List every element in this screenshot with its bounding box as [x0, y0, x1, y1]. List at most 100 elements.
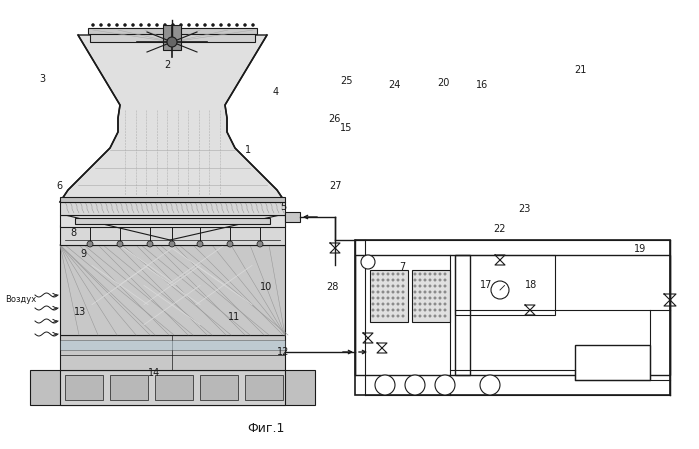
Text: 20: 20: [438, 78, 450, 88]
Circle shape: [243, 23, 247, 26]
Circle shape: [382, 315, 384, 317]
Circle shape: [414, 315, 416, 317]
Circle shape: [414, 285, 416, 287]
Circle shape: [424, 303, 426, 305]
Circle shape: [99, 23, 103, 26]
Bar: [60, 370, 285, 405]
Circle shape: [375, 375, 395, 395]
Circle shape: [434, 309, 436, 311]
Circle shape: [434, 297, 436, 299]
Circle shape: [147, 241, 153, 247]
Circle shape: [392, 273, 394, 275]
Circle shape: [439, 279, 441, 281]
Circle shape: [397, 309, 399, 311]
Text: 5: 5: [280, 202, 286, 211]
Bar: [60, 225, 285, 245]
Circle shape: [397, 279, 399, 281]
Circle shape: [377, 297, 379, 299]
Text: 21: 21: [574, 65, 586, 75]
Text: 14: 14: [147, 368, 160, 378]
Circle shape: [227, 23, 231, 26]
Circle shape: [435, 375, 455, 395]
Circle shape: [164, 23, 166, 26]
Text: 17: 17: [480, 280, 492, 290]
Bar: [285, 212, 300, 222]
Circle shape: [424, 273, 426, 275]
Text: 12: 12: [277, 348, 289, 357]
Circle shape: [397, 273, 399, 275]
Circle shape: [424, 291, 426, 293]
Circle shape: [419, 309, 421, 311]
Circle shape: [439, 315, 441, 317]
Circle shape: [434, 273, 436, 275]
Circle shape: [392, 297, 394, 299]
Circle shape: [397, 315, 399, 317]
Bar: [88, 28, 257, 34]
Text: 10: 10: [259, 282, 272, 292]
Circle shape: [124, 23, 127, 26]
Bar: [110, 375, 148, 400]
Circle shape: [372, 273, 374, 275]
Circle shape: [419, 297, 421, 299]
Bar: [30, 370, 315, 405]
Text: Фиг.1: Фиг.1: [247, 423, 284, 435]
Circle shape: [419, 291, 421, 293]
Circle shape: [387, 303, 389, 305]
Circle shape: [424, 309, 426, 311]
Circle shape: [392, 303, 394, 305]
Bar: [155, 375, 193, 400]
Bar: [355, 255, 470, 375]
Circle shape: [428, 279, 431, 281]
Bar: [60, 340, 285, 350]
Circle shape: [197, 241, 203, 247]
Circle shape: [203, 23, 206, 26]
Text: 19: 19: [633, 244, 646, 254]
Circle shape: [402, 279, 404, 281]
Circle shape: [444, 285, 446, 287]
Text: 3: 3: [39, 74, 45, 84]
Circle shape: [419, 279, 421, 281]
Circle shape: [392, 315, 394, 317]
Circle shape: [419, 285, 421, 287]
Circle shape: [377, 273, 379, 275]
Bar: [412, 270, 450, 322]
Text: 1: 1: [245, 145, 251, 155]
Circle shape: [108, 23, 110, 26]
Circle shape: [434, 315, 436, 317]
Circle shape: [196, 23, 199, 26]
Circle shape: [387, 273, 389, 275]
Bar: [60, 245, 285, 335]
Circle shape: [387, 291, 389, 293]
Circle shape: [372, 303, 374, 305]
Circle shape: [424, 315, 426, 317]
Polygon shape: [60, 35, 285, 202]
Circle shape: [219, 23, 222, 26]
Circle shape: [428, 303, 431, 305]
Text: 18: 18: [525, 280, 538, 290]
Circle shape: [187, 23, 191, 26]
Circle shape: [428, 315, 431, 317]
Text: 28: 28: [326, 282, 338, 292]
Bar: [245, 375, 283, 400]
Circle shape: [115, 23, 119, 26]
Circle shape: [414, 279, 416, 281]
Circle shape: [402, 273, 404, 275]
Circle shape: [171, 23, 175, 26]
Circle shape: [419, 273, 421, 275]
Circle shape: [434, 285, 436, 287]
Text: 9: 9: [81, 249, 87, 259]
Circle shape: [169, 241, 175, 247]
Circle shape: [402, 303, 404, 305]
Circle shape: [87, 241, 93, 247]
Circle shape: [405, 375, 425, 395]
Circle shape: [439, 291, 441, 293]
Circle shape: [439, 297, 441, 299]
Circle shape: [377, 315, 379, 317]
Circle shape: [382, 309, 384, 311]
Text: 16: 16: [476, 80, 489, 90]
Bar: [355, 240, 670, 395]
Circle shape: [424, 285, 426, 287]
Circle shape: [414, 303, 416, 305]
Bar: [60, 335, 285, 370]
Circle shape: [439, 273, 441, 275]
